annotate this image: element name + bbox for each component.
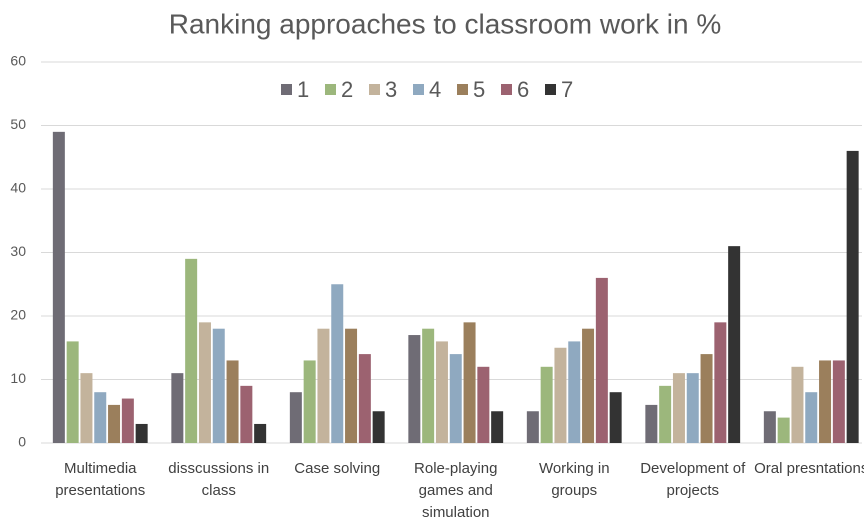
- x-tick-label: Role-playing games and simulation: [414, 460, 498, 521]
- bar: [554, 347, 567, 443]
- bar: [672, 373, 685, 443]
- bar: [358, 354, 371, 443]
- bar: [526, 411, 539, 443]
- bar: [240, 385, 253, 443]
- bar: [422, 328, 435, 443]
- bar: [832, 360, 845, 443]
- x-tick-label: disscussions in class: [168, 460, 270, 499]
- x-tick-label: Multimedia presentations: [55, 460, 146, 499]
- bar: [714, 322, 727, 443]
- bar: [491, 411, 504, 443]
- bar: [435, 341, 448, 443]
- bar: [686, 373, 699, 443]
- bar: [317, 328, 330, 443]
- bar: [212, 328, 225, 443]
- legend-label: 1: [297, 77, 309, 102]
- bar: [331, 284, 344, 443]
- legend-swatch: [501, 84, 512, 95]
- bar: [135, 423, 148, 443]
- bar: [171, 373, 184, 443]
- legend-swatch: [545, 84, 556, 95]
- x-tick-label: Development of projects: [640, 460, 746, 499]
- bar: [763, 411, 776, 443]
- bar: [303, 360, 316, 443]
- legend-label: 6: [517, 77, 529, 102]
- x-tick-label: Oral presntations: [754, 460, 864, 477]
- bar: [226, 360, 239, 443]
- bar: [819, 360, 832, 443]
- bar: [80, 373, 93, 443]
- legend-label: 7: [561, 77, 573, 102]
- y-tick-label: 50: [10, 116, 26, 132]
- legend-swatch: [413, 84, 424, 95]
- bar: [805, 392, 818, 443]
- bar: [463, 322, 476, 443]
- bar: [408, 335, 421, 443]
- bar: [66, 341, 79, 443]
- bar: [185, 258, 198, 443]
- bar: [728, 246, 741, 443]
- y-tick-label: 10: [10, 370, 26, 386]
- bar: [791, 366, 804, 443]
- bar: [108, 404, 121, 443]
- y-tick-label: 30: [10, 243, 26, 259]
- bar: [645, 404, 658, 443]
- bar: [198, 322, 211, 443]
- bar: [568, 341, 581, 443]
- legend-swatch: [281, 84, 292, 95]
- bar: [609, 392, 622, 443]
- y-tick-label: 60: [10, 53, 26, 69]
- bar: [477, 366, 490, 443]
- bar: [372, 411, 385, 443]
- y-tick-label: 20: [10, 307, 26, 323]
- legend-swatch: [457, 84, 468, 95]
- legend-label: 3: [385, 77, 397, 102]
- bar: [582, 328, 595, 443]
- bar: [289, 392, 302, 443]
- legend-label: 4: [429, 77, 441, 102]
- x-tick-label: Working in groups: [538, 460, 610, 499]
- legend-swatch: [325, 84, 336, 95]
- bar: [540, 366, 553, 443]
- bar: [254, 423, 267, 443]
- legend-swatch: [369, 84, 380, 95]
- legend-label: 5: [473, 77, 485, 102]
- bar: [595, 277, 608, 443]
- bar: [121, 398, 134, 443]
- bar: [700, 354, 713, 443]
- bar: [345, 328, 358, 443]
- bar: [449, 354, 462, 443]
- chart-title: Ranking approaches to classroom work in …: [169, 8, 721, 39]
- bar: [846, 150, 859, 443]
- bar: [52, 131, 65, 443]
- bar: [777, 417, 790, 443]
- bar: [94, 392, 107, 443]
- legend-label: 2: [341, 77, 353, 102]
- y-tick-label: 40: [10, 180, 26, 196]
- bar: [659, 385, 672, 443]
- y-tick-label: 0: [18, 434, 26, 450]
- x-tick-label: Case solving: [294, 460, 381, 477]
